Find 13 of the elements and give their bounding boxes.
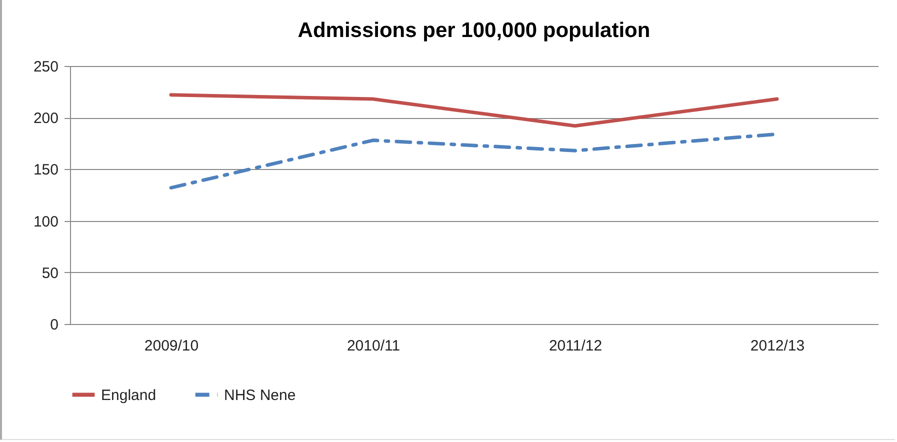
chart-title: Admissions per 100,000 population — [298, 19, 650, 42]
x-tick-label: 2011/12 — [548, 338, 602, 354]
y-tick-label: 50 — [42, 264, 58, 282]
x-tick-label: 2010/11 — [346, 338, 400, 354]
legend-label: England — [101, 386, 156, 404]
x-tick-label: 2009/10 — [144, 338, 199, 354]
y-tick-label: 100 — [33, 213, 58, 230]
y-tick-label: 250 — [33, 58, 58, 76]
y-tick-label: 0 — [50, 316, 58, 334]
y-tick-label: 150 — [33, 162, 58, 179]
legend-label: NHS Nene — [224, 386, 296, 404]
x-tick-label: 2012/13 — [750, 338, 805, 354]
y-tick-label: 200 — [33, 110, 58, 128]
